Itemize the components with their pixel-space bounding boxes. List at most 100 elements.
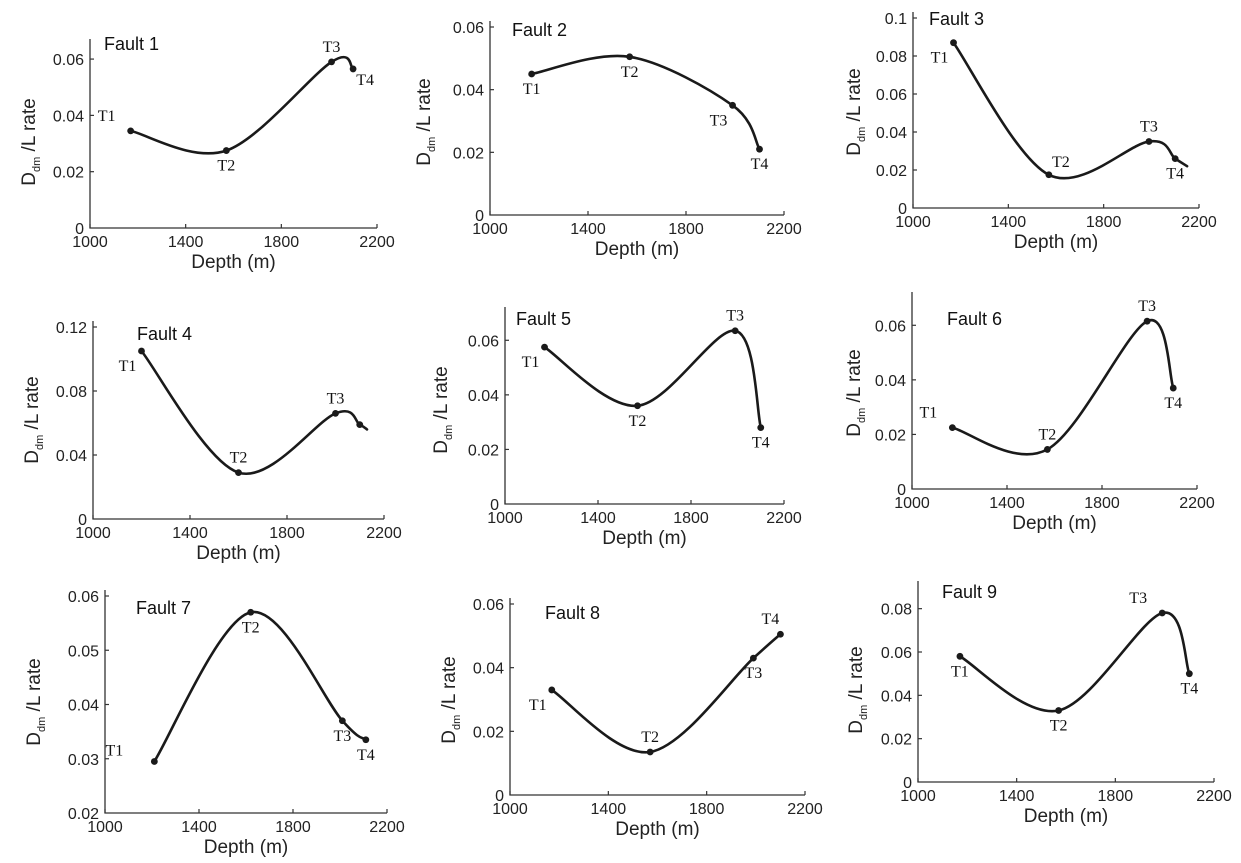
y-tick-label: 0.06 <box>876 87 907 104</box>
point-label: T3 <box>1140 119 1158 136</box>
data-point <box>1143 317 1151 325</box>
x-tick-label: 1400 <box>991 214 1027 231</box>
series-line <box>153 610 368 763</box>
panel-title: Fault 4 <box>137 324 192 344</box>
x-tick-label: 1400 <box>591 801 627 818</box>
y-tick-label: 0.05 <box>68 643 99 660</box>
point-label: T4 <box>1180 681 1198 698</box>
y-tick-label: 0 <box>898 201 907 218</box>
x-tick-label: 1400 <box>172 525 208 542</box>
x-tick-label: 1000 <box>895 214 931 231</box>
data-point <box>235 469 242 476</box>
point-label: T4 <box>357 747 375 764</box>
x-tick-label: 2200 <box>1181 214 1217 231</box>
y-axis-label: Ddm /L rate <box>19 98 43 185</box>
point-label: T4 <box>1166 166 1184 183</box>
point-label: T3 <box>1129 590 1147 607</box>
y-axis-label: Ddm /L rate <box>844 349 868 436</box>
fault-panel-4: 1000 1400 1800 2200 0 0.04 0.08 0.12 Depth (m) Dd… <box>22 320 402 564</box>
axes-frame <box>489 21 784 216</box>
data-point <box>222 147 230 154</box>
x-axis-label: Depth (m) <box>602 528 686 549</box>
y-tick-label: 0.04 <box>468 388 499 405</box>
y-tick-label: 0 <box>475 208 484 225</box>
y-tick-label: 0.04 <box>68 698 99 715</box>
x-axis-label: Depth (m) <box>196 543 280 564</box>
axes-frame <box>917 581 1214 783</box>
data-point <box>1145 138 1153 145</box>
point-label: T4 <box>752 435 770 452</box>
fault-panel-5: 1000 1400 1800 2200 0 0.02 0.04 0.06 Depth (m) Dd… <box>431 307 802 549</box>
x-tick-label: 2200 <box>787 801 823 818</box>
y-tick-label: 0.04 <box>53 108 84 125</box>
point-label: T2 <box>1038 426 1056 443</box>
data-point <box>1045 171 1053 179</box>
point-label: T4 <box>751 156 769 173</box>
point-label: T2 <box>242 619 260 636</box>
point-label: T4 <box>356 72 374 89</box>
y-tick-label: 0 <box>75 221 84 238</box>
point-label: T1 <box>522 354 540 371</box>
y-axis-label: Ddm /L rate <box>24 658 48 745</box>
point-label: T2 <box>217 158 235 175</box>
data-point <box>757 424 765 431</box>
data-point <box>777 630 784 638</box>
y-tick-label: 0.02 <box>468 442 499 459</box>
axes-frame <box>92 321 384 520</box>
x-tick-label: 1000 <box>87 819 123 836</box>
x-axis-label: Depth (m) <box>1012 513 1096 534</box>
x-tick-label: 1000 <box>487 510 523 527</box>
data-point <box>731 327 739 335</box>
x-tick-label: 2200 <box>1196 788 1232 805</box>
point-label: T3 <box>333 728 351 745</box>
x-tick-label: 1800 <box>1098 788 1134 805</box>
data-point <box>541 343 548 351</box>
data-point <box>150 758 158 765</box>
axes-frame <box>89 39 377 229</box>
y-axis-label: Ddm /L rate <box>22 376 46 463</box>
fault-panel-7: 1000 1400 1800 2200 0.02 0.03 0.04 0.05 0.06 Dept… <box>24 589 405 858</box>
point-label: T1 <box>119 358 137 375</box>
data-point <box>1043 446 1051 453</box>
point-label: T3 <box>726 308 744 325</box>
x-axis-label: Depth (m) <box>204 837 288 858</box>
y-tick-label: 0.03 <box>68 752 99 769</box>
data-point <box>127 127 135 135</box>
x-tick-label: 2200 <box>359 234 395 251</box>
point-label: T1 <box>523 81 541 98</box>
series-line <box>543 329 763 429</box>
y-tick-label: 0.06 <box>453 20 484 37</box>
x-tick-label: 1800 <box>668 221 704 238</box>
x-tick-label: 1800 <box>1084 495 1120 512</box>
x-tick-label: 2200 <box>369 819 405 836</box>
x-tick-label: 2200 <box>766 221 802 238</box>
fault-panel-6: 1000 1400 1800 2200 0 0.02 0.04 0.06 Depth (m) Dd… <box>844 292 1215 534</box>
panel-title: Fault 2 <box>512 20 567 40</box>
x-tick-label: 1800 <box>264 234 300 251</box>
point-label: T3 <box>710 112 728 129</box>
y-tick-label: 0.04 <box>875 373 906 390</box>
point-label: T1 <box>919 405 937 422</box>
x-axis-label: Depth (m) <box>1024 806 1108 827</box>
data-point <box>756 145 763 153</box>
point-label: T3 <box>744 665 762 682</box>
point-label: T1 <box>529 697 547 714</box>
x-tick-label: 1400 <box>181 819 217 836</box>
x-tick-label: 1400 <box>989 495 1025 512</box>
x-tick-label: 2200 <box>1179 495 1215 512</box>
y-tick-label: 0 <box>495 788 504 805</box>
x-tick-label: 1000 <box>72 234 108 251</box>
fault-panel-1: 1000 1400 1800 2200 0 0.02 0.04 0.06 Depth (m) Dd… <box>19 34 395 273</box>
y-tick-label: 0 <box>897 482 906 499</box>
y-tick-label: 0.02 <box>68 806 99 823</box>
y-axis-label: Ddm /L rate <box>439 656 463 743</box>
y-tick-label: 0.06 <box>53 52 84 69</box>
y-tick-label: 0 <box>490 497 499 514</box>
point-label: T1 <box>951 663 969 680</box>
y-tick-label: 0.08 <box>56 384 87 401</box>
fault-panel-2: 1000 1400 1800 2200 0 0.02 0.04 0.06 Depth (m) Dd… <box>414 20 802 260</box>
data-point <box>626 53 634 61</box>
y-tick-label: 0.02 <box>881 732 912 749</box>
point-label: T4 <box>762 611 780 628</box>
